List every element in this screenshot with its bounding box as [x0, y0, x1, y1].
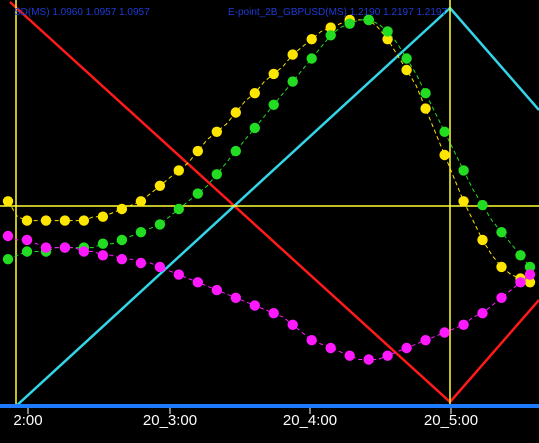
yellow-series-point	[306, 34, 317, 45]
indicator-label-a: SD(MS) 1.0960 1.0957 1.0957	[14, 7, 150, 18]
green-series-point	[439, 126, 450, 137]
magenta-series-point	[496, 292, 507, 303]
yellow-series-point	[211, 126, 222, 137]
yellow-series-point	[524, 277, 536, 288]
cyan-diagonal-line	[13, 7, 451, 409]
yellow-series-point	[382, 34, 393, 45]
yellow-series-point	[268, 68, 279, 80]
cyan-diagonal-line	[449, 7, 539, 111]
magenta-series-point	[154, 261, 166, 273]
yellow-series-point	[2, 196, 14, 207]
magenta-series-point	[401, 342, 412, 354]
green-series-point	[401, 53, 412, 64]
green-series-point	[363, 14, 374, 26]
green-series-point	[2, 254, 14, 265]
magenta-series-point	[21, 234, 33, 246]
red-diagonal-line	[9, 1, 451, 403]
magenta-series-point	[439, 327, 450, 338]
magenta-series-point	[135, 257, 147, 269]
yellow-series-point	[59, 215, 71, 226]
green-series-point	[477, 199, 488, 211]
green-series-line	[7, 19, 531, 268]
red-diagonal-line	[449, 299, 539, 403]
magenta-series-point	[211, 284, 222, 296]
magenta-series-point	[230, 292, 241, 303]
magenta-series-point	[78, 246, 90, 257]
green-series-point	[154, 219, 166, 230]
green-series-point	[211, 169, 222, 180]
yellow-series-point	[477, 234, 488, 246]
green-series-point	[420, 88, 431, 99]
green-series-point	[21, 246, 33, 257]
magenta-series-point	[477, 308, 488, 319]
x-tick-label: 20_4:00	[282, 412, 338, 429]
x-axis-area	[0, 408, 539, 443]
green-series-point	[458, 165, 469, 176]
yellow-series-point	[230, 107, 241, 118]
yellow-series-point	[420, 103, 431, 114]
yellow-series-point	[135, 196, 147, 207]
magenta-series-point	[524, 269, 536, 280]
indicator-label-b: E-point_2B_GBPUSD(MS) 1.2190 1.2197 1.21…	[228, 7, 448, 18]
green-series-point	[344, 18, 355, 29]
magenta-series-point	[268, 308, 279, 319]
magenta-series-point	[2, 230, 14, 242]
yellow-series-point	[21, 215, 33, 226]
green-series-point	[173, 203, 184, 215]
x-tick-label: 20_3:00	[142, 412, 198, 429]
yellow-series-point	[40, 215, 52, 226]
magenta-series-point	[344, 350, 355, 361]
magenta-series-point	[515, 277, 526, 288]
magenta-series-point	[116, 254, 128, 265]
green-series-point	[496, 227, 507, 238]
magenta-series-point	[287, 319, 298, 330]
x-tick-label: 20_5:00	[423, 412, 479, 429]
magenta-series-point	[382, 350, 393, 361]
x-axis-bar	[0, 404, 539, 408]
x-tick-label: 2:00	[13, 412, 43, 429]
green-series-point	[249, 122, 260, 134]
yellow-series-point	[173, 165, 184, 176]
yellow-series-point	[249, 88, 260, 99]
magenta-series-point	[97, 250, 109, 261]
magenta-series-point	[306, 335, 317, 346]
yellow-series-point	[325, 22, 336, 33]
yellow-series-point	[439, 149, 450, 161]
yellow-series-point	[458, 196, 469, 207]
yellow-series-point	[78, 215, 90, 226]
green-series-point	[116, 234, 128, 246]
magenta-series-point	[325, 342, 336, 354]
magenta-series-point	[363, 354, 374, 365]
magenta-series-point	[59, 242, 71, 253]
yellow-series-point	[116, 203, 128, 215]
magenta-series-point	[173, 269, 184, 280]
green-series-point	[192, 188, 203, 199]
green-series-point	[382, 26, 393, 37]
magenta-series-point	[40, 242, 52, 253]
magenta-series-point	[249, 300, 260, 311]
green-series-point	[306, 53, 317, 64]
magenta-series-point	[458, 319, 469, 330]
green-series-point	[97, 238, 109, 249]
magenta-series-point	[420, 335, 431, 346]
yellow-series-point	[97, 211, 109, 222]
green-series-point	[230, 145, 241, 157]
yellow-series-point	[192, 145, 203, 157]
green-series-point	[524, 261, 536, 273]
yellow-series-point	[287, 49, 298, 60]
yellow-series-point	[154, 180, 166, 191]
magenta-series-point	[192, 277, 203, 288]
yellow-series-line	[7, 19, 531, 283]
green-series-point	[135, 227, 147, 238]
yellow-series-point	[401, 64, 412, 76]
green-series-point	[515, 250, 526, 261]
yellow-series-point	[496, 261, 507, 273]
green-series-point	[287, 76, 298, 87]
green-series-point	[325, 30, 336, 41]
green-series-point	[268, 99, 279, 111]
